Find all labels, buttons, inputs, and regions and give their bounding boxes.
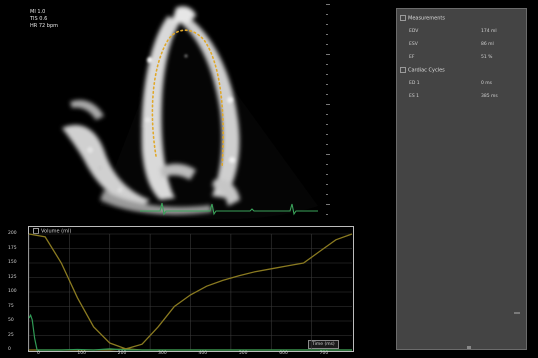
y-tick-label: 75 (8, 303, 14, 309)
x-tick-label: 200 (117, 351, 127, 356)
overlay-line-1: MI 1.0 (30, 9, 46, 15)
measurement-value: 86 ml (481, 42, 494, 47)
cycles-section-header[interactable]: Cardiac Cycles (400, 67, 445, 74)
measurement-value: 174 ml (481, 29, 497, 34)
depth-scale (326, 4, 330, 216)
measurements-section-header[interactable]: Measurements (400, 15, 445, 22)
graph-title-text: Volume (ml) (41, 228, 72, 235)
lv-contour[interactable] (151, 29, 224, 169)
y-tick-label: 175 (8, 245, 17, 251)
graph-toggle-icon[interactable] (33, 228, 39, 234)
measurements-panel: Measurements EDV 174 ml ESV 86 ml EF 51 … (396, 8, 527, 350)
cycle-value: 0 ms (481, 81, 493, 86)
y-tick-label: 0 (8, 347, 11, 352)
y-tick-label: 25 (8, 332, 14, 338)
x-tick-label: 600 (279, 351, 288, 356)
x-tick-label: 0 (37, 351, 40, 356)
volume-graph-panel[interactable] (28, 226, 354, 352)
cycle-value: 385 ms (481, 94, 498, 99)
y-tick-label: 200 (8, 231, 17, 236)
graph-title: Volume (ml) (33, 228, 71, 235)
ultrasound-viewport[interactable]: MI 1.0 TIS 0.6 HR 72 bpm (0, 0, 392, 220)
echo-image (62, 6, 318, 219)
measurement-name: ESV (409, 42, 418, 47)
y-tick-label: 125 (8, 274, 17, 280)
x-tick-label: 300 (158, 351, 167, 356)
speckle (87, 54, 235, 193)
legend-label: Time (ms) (312, 342, 335, 347)
measurement-name: EF (409, 55, 415, 60)
x-tick-label: 500 (238, 351, 248, 356)
y-tick-label: 100 (8, 289, 17, 294)
panel-scroll-handle[interactable] (514, 312, 520, 314)
measurement-value: 51 % (481, 55, 493, 60)
ecg-strip (140, 202, 318, 216)
overlay-line-2: TIS 0.6 (30, 16, 48, 22)
y-tick-label: 150 (8, 260, 17, 265)
acquisition-info: MI 1.0 TIS 0.6 HR 72 bpm (30, 9, 58, 30)
panel-bottom-marker (467, 346, 471, 349)
cycles-section-title: Cardiac Cycles (408, 67, 445, 74)
ecg-trace (28, 313, 352, 351)
measurement-name: EDV (409, 29, 419, 34)
collapse-toggle-icon[interactable] (400, 67, 406, 73)
x-tick-label: 400 (198, 351, 208, 356)
x-tick-label: 100 (77, 351, 86, 356)
cycle-name: ES 1 (409, 94, 419, 99)
measurements-section-title: Measurements (408, 15, 445, 22)
overlay-line-3: HR 72 bpm (30, 23, 58, 29)
collapse-toggle-icon[interactable] (400, 15, 406, 21)
graph-legend: Time (ms) (308, 340, 339, 349)
x-tick-label: 700 (319, 351, 329, 356)
cycle-name: ED 1 (409, 81, 420, 86)
y-tick-label: 50 (8, 318, 14, 323)
